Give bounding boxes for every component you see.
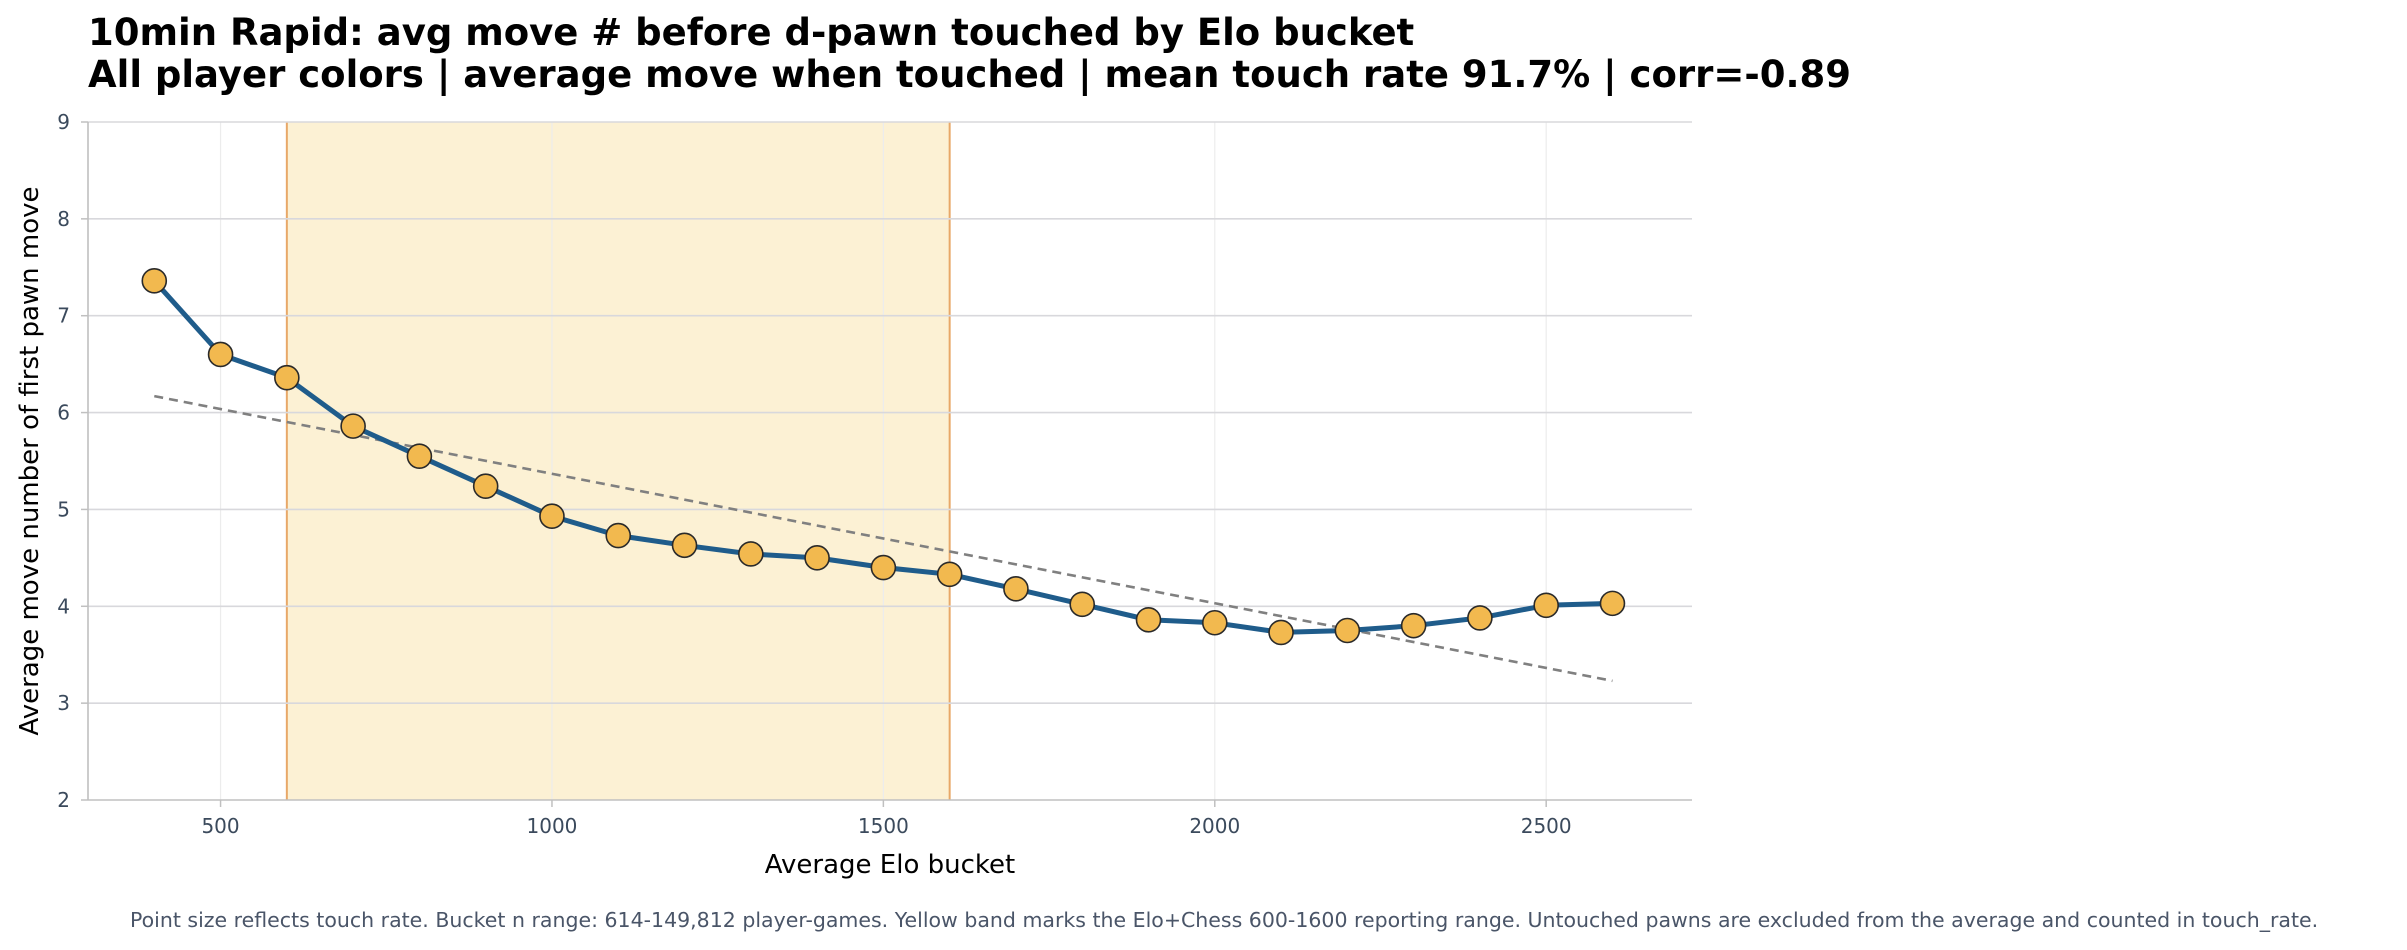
- data-point: [141, 268, 168, 294]
- chart-title: 10min Rapid: avg move # before d-pawn to…: [88, 11, 1415, 54]
- axis-layer: [81, 121, 1692, 807]
- data-point: [1069, 591, 1096, 618]
- data-point: [539, 503, 565, 530]
- data-point: [804, 545, 830, 571]
- reporting-band: [286, 122, 950, 800]
- data-point: [1467, 605, 1493, 631]
- x-axis-label: Average Elo bucket: [765, 850, 1015, 880]
- series-layer: [141, 268, 1626, 646]
- x-tick-label: 500: [201, 814, 239, 838]
- y-tick-label: 2: [57, 788, 70, 812]
- data-point: [1334, 617, 1361, 644]
- data-point: [738, 541, 764, 567]
- data-point: [207, 341, 234, 368]
- data-point: [274, 364, 300, 391]
- y-tick-label: 8: [57, 207, 70, 231]
- x-tick-label: 2500: [1521, 814, 1572, 838]
- data-point: [1533, 592, 1559, 619]
- x-tick-label: 1000: [527, 814, 578, 838]
- data-point: [1003, 576, 1029, 602]
- data-point: [1400, 612, 1427, 639]
- chart-title-block: 10min Rapid: avg move # before d-pawn to…: [88, 12, 1851, 96]
- data-point: [870, 554, 897, 581]
- data-point: [1599, 590, 1626, 617]
- label-layer: 500 1000 1500 2000 2500 2 3 4 5 6 7 8 9 Average Elo b…: [15, 110, 1572, 880]
- y-tick-label: 6: [57, 401, 70, 425]
- chart-footnote: Point size reflects touch rate. Bucket n…: [130, 908, 2319, 932]
- data-point: [1135, 607, 1162, 633]
- data-point: [936, 561, 963, 588]
- grid-layer: [88, 121, 1692, 800]
- x-tick-label: 2000: [1189, 814, 1240, 838]
- data-point: [340, 413, 366, 439]
- data-point: [472, 473, 499, 499]
- data-point: [605, 522, 632, 549]
- data-point: [1268, 619, 1294, 646]
- y-tick-label: 5: [57, 497, 70, 521]
- reporting-band-layer: [285, 122, 951, 800]
- y-axis-label: Average move number of first pawn move: [15, 186, 45, 735]
- data-point: [1201, 609, 1228, 636]
- data-point: [671, 532, 698, 559]
- chart-subtitle: All player colors | average move when to…: [88, 53, 1852, 96]
- x-tick-label: 1500: [858, 814, 909, 838]
- y-tick-label: 9: [57, 110, 70, 134]
- y-tick-label: 7: [57, 304, 70, 328]
- y-tick-label: 3: [57, 691, 70, 715]
- data-point: [406, 443, 433, 469]
- y-tick-label: 4: [57, 594, 70, 618]
